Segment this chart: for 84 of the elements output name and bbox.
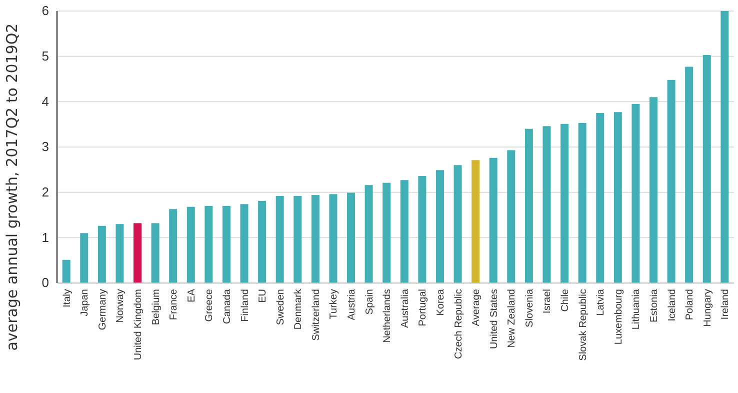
x-tick-label: France — [168, 288, 180, 320]
bar — [632, 104, 640, 283]
x-tick-label: Australia — [400, 288, 411, 328]
x-tick-label: New Zealand — [506, 289, 518, 348]
x-tick-label: Lithuania — [631, 288, 642, 330]
x-tick-label: Luxembourg — [613, 289, 624, 345]
bar — [276, 196, 284, 283]
x-tick-label: Denmark — [293, 288, 304, 330]
bar — [294, 196, 302, 283]
bar — [489, 158, 498, 283]
bar — [382, 182, 391, 283]
x-tick-label: Belgium — [150, 289, 162, 326]
bar — [702, 54, 711, 283]
bar — [472, 160, 480, 283]
bar — [542, 126, 551, 283]
x-tick-label: Canada — [222, 288, 233, 324]
x-tick-label: Israel — [542, 289, 554, 314]
bar — [80, 233, 88, 283]
bar — [311, 195, 320, 283]
bar — [329, 194, 338, 283]
bar — [596, 113, 604, 283]
y-tick-label: 3 — [42, 139, 49, 154]
bar — [418, 176, 426, 283]
x-tick-label: Hungary — [702, 289, 714, 327]
x-tick-label: Greece — [204, 288, 216, 322]
x-tick-label: Average — [471, 288, 482, 326]
bar — [240, 204, 248, 283]
bar — [186, 206, 195, 283]
x-tick-label: Chile — [560, 288, 572, 312]
y-tick-label: 6 — [42, 3, 49, 18]
bar — [400, 180, 408, 283]
x-tick-label: Germany — [97, 289, 108, 330]
bar — [116, 224, 124, 283]
x-tick-label: EU — [258, 289, 269, 303]
bar — [614, 112, 622, 283]
bar — [134, 223, 142, 283]
bar — [560, 124, 569, 283]
y-tick-label: 5 — [42, 48, 49, 64]
bar — [347, 192, 356, 283]
x-tick-label: Slovenia — [524, 288, 536, 328]
x-tick-label: Poland — [684, 289, 696, 320]
bar — [524, 128, 533, 283]
bar — [204, 206, 213, 283]
bar — [222, 206, 230, 283]
x-tick-label: Norway — [115, 289, 126, 323]
y-tick-label: 4 — [42, 94, 49, 109]
x-tick-label: Iceland — [666, 289, 678, 322]
x-tick-label: Slovak Republic — [578, 289, 589, 361]
y-axis-title: average annual growth, 2017Q2 to 2019Q2 — [3, 23, 21, 351]
x-tick-label: United States — [488, 289, 500, 350]
y-tick-label: 0 — [42, 275, 49, 290]
bar — [98, 226, 106, 283]
x-tick-label: Ireland — [720, 289, 732, 320]
x-tick-label: Austria — [346, 288, 358, 320]
bar — [667, 80, 676, 283]
bar — [720, 11, 729, 283]
bar — [169, 209, 178, 283]
bar — [507, 150, 516, 283]
x-tick-label: Japan — [80, 289, 91, 316]
x-tick-label: Spain — [364, 289, 376, 315]
x-tick-label: Latvia — [596, 288, 607, 316]
bar — [436, 170, 444, 283]
x-tick-label: Turkey — [328, 289, 340, 320]
x-tick-label: Portugal — [418, 289, 429, 326]
bar — [151, 223, 160, 283]
x-tick-label: Sweden — [275, 289, 286, 326]
x-tick-label: Czech Republic — [453, 289, 464, 360]
bar — [685, 66, 694, 283]
bar — [578, 122, 586, 283]
x-tick-label: United Kingdom — [133, 289, 144, 360]
x-tick-label: Korea — [435, 288, 446, 316]
x-tick-label: Finland — [240, 289, 251, 322]
bar — [62, 260, 70, 283]
x-tick-label: Estonia — [648, 288, 660, 322]
x-tick-label: EA — [186, 288, 198, 302]
x-tick-label: Italy — [62, 289, 73, 308]
bar — [364, 185, 373, 283]
bar — [649, 97, 658, 283]
y-tick-label: 1 — [42, 230, 49, 245]
bar — [454, 165, 462, 283]
y-tick-label: 2 — [42, 184, 49, 200]
x-tick-label: Switzerland — [310, 289, 322, 341]
bar — [258, 200, 266, 283]
x-tick-label: Netherlands — [382, 289, 394, 343]
